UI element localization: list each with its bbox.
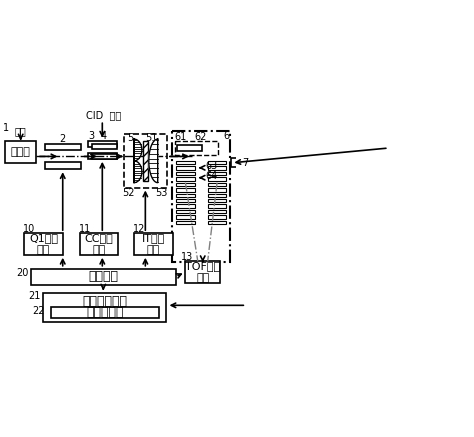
Bar	[208, 172, 227, 175]
Bar	[176, 177, 195, 180]
Bar	[88, 153, 117, 159]
Bar	[176, 183, 195, 186]
Text: 64: 64	[206, 171, 218, 181]
Bar	[176, 199, 195, 202]
Text: 5: 5	[127, 133, 133, 143]
Bar	[231, 158, 242, 167]
Text: 52: 52	[122, 187, 134, 198]
Bar	[176, 215, 195, 219]
Bar	[134, 233, 173, 255]
Bar	[124, 134, 167, 187]
Bar	[176, 188, 195, 191]
Bar	[176, 205, 195, 208]
Bar	[44, 293, 166, 322]
Bar	[80, 233, 118, 255]
Bar	[172, 131, 230, 262]
Text: 61: 61	[174, 132, 187, 142]
Text: 12: 12	[133, 224, 146, 234]
Text: 13: 13	[181, 252, 193, 262]
Bar	[45, 144, 81, 150]
Bar	[208, 166, 227, 170]
Text: Q1驱动
单元: Q1驱动 单元	[29, 233, 58, 255]
Bar	[31, 269, 175, 284]
Text: TOF驱动
单元: TOF驱动 单元	[185, 261, 220, 283]
Bar	[176, 161, 195, 164]
Text: 7: 7	[242, 158, 248, 168]
Bar	[176, 194, 195, 197]
Bar	[176, 166, 195, 170]
Bar	[208, 221, 227, 224]
Bar	[208, 215, 227, 219]
Bar	[92, 144, 117, 149]
Text: 21: 21	[28, 291, 41, 302]
Text: 51: 51	[145, 133, 157, 143]
Bar	[208, 177, 227, 180]
Bar	[176, 221, 195, 224]
Text: CC驱动
单元: CC驱动 单元	[84, 233, 113, 255]
Text: 62: 62	[194, 132, 207, 142]
Bar	[45, 163, 81, 169]
Bar	[174, 141, 218, 155]
Text: 1: 1	[3, 123, 9, 133]
Bar	[185, 261, 220, 283]
Text: 63: 63	[206, 161, 218, 171]
Text: 样本: 样本	[15, 126, 27, 136]
Text: 控制单元: 控制单元	[88, 270, 118, 283]
Text: IT驱动
单元: IT驱动 单元	[142, 233, 165, 255]
Text: 4: 4	[100, 131, 107, 141]
Polygon shape	[134, 139, 142, 161]
Text: CID  气体: CID 气体	[86, 111, 121, 120]
Bar	[176, 210, 195, 213]
Text: 离子源: 离子源	[11, 147, 31, 157]
Text: 6: 6	[223, 131, 229, 141]
Bar	[24, 233, 63, 255]
Bar	[208, 210, 227, 213]
Bar	[208, 161, 227, 164]
Text: 质谱产生器: 质谱产生器	[86, 306, 124, 319]
Bar	[208, 199, 227, 202]
Bar	[177, 145, 202, 151]
Bar	[143, 141, 148, 180]
Bar	[88, 141, 117, 147]
Polygon shape	[134, 161, 142, 183]
Bar	[208, 183, 227, 186]
Text: 22: 22	[33, 306, 45, 316]
Text: 2: 2	[60, 134, 66, 144]
Text: 3: 3	[88, 131, 94, 141]
Text: 10: 10	[23, 224, 35, 234]
Bar	[176, 172, 195, 175]
Polygon shape	[149, 139, 158, 183]
Bar	[92, 154, 117, 159]
Bar	[51, 307, 159, 318]
Text: 53: 53	[155, 187, 168, 198]
Bar	[208, 194, 227, 197]
Text: 11: 11	[79, 224, 91, 234]
Text: 20: 20	[16, 268, 28, 277]
Bar	[208, 188, 227, 191]
Bar	[208, 205, 227, 208]
Text: 数据处理单元: 数据处理单元	[82, 295, 128, 308]
Bar	[5, 141, 36, 163]
